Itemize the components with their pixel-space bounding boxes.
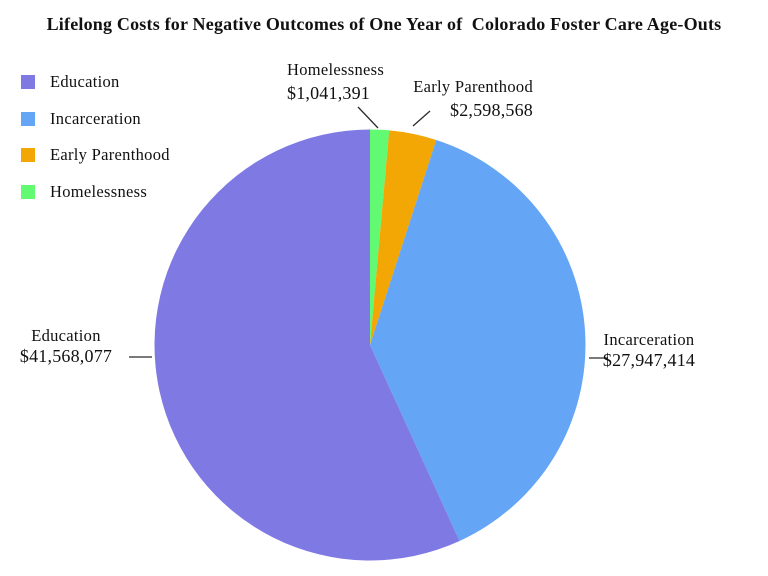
pie-slice-early-parenthood — [370, 130, 437, 345]
legend-swatch-early-parenthood — [21, 148, 35, 162]
legend-label-education: Education — [50, 72, 120, 91]
callout-incarceration: Incarceration $27,947,414 — [598, 330, 700, 370]
callout-homelessness: Homelessness $1,041,391 — [287, 60, 385, 103]
callout-homelessness-label: Homelessness — [287, 60, 385, 79]
legend-item-early-parenthood: Early Parenthood — [21, 145, 170, 164]
legend-swatch-incarceration — [21, 112, 35, 126]
legend-item-education: Education — [21, 72, 120, 91]
callout-early-parenthood-label: Early Parenthood — [413, 77, 533, 96]
callout-early-parenthood-value: $2,598,568 — [450, 100, 533, 120]
callout-education-label: Education — [31, 326, 101, 345]
legend-item-homelessness: Homelessness — [21, 182, 148, 201]
legend-label-homelessness: Homelessness — [50, 182, 148, 201]
chart-title: Lifelong Costs for Negative Outcomes of … — [46, 14, 722, 34]
legend-item-incarceration: Incarceration — [21, 109, 141, 128]
pie-slice-education — [154, 129, 460, 561]
callout-homelessness-value: $1,041,391 — [287, 83, 370, 103]
legend-swatch-homelessness — [21, 185, 35, 199]
callout-incarceration-label: Incarceration — [603, 330, 695, 349]
callout-line-early-parenthood — [412, 110, 431, 127]
legend-swatch-education — [21, 75, 35, 89]
callout-incarceration-value: $27,947,414 — [602, 350, 696, 370]
callout-early-parenthood: Early Parenthood $2,598,568 — [413, 77, 533, 120]
callout-education-value: $41,568,077 — [19, 346, 113, 366]
legend-label-early-parenthood: Early Parenthood — [50, 145, 170, 164]
callout-education: Education $41,568,077 — [8, 326, 124, 366]
pie-slice-incarceration — [370, 139, 586, 542]
callout-line-homelessness — [357, 106, 379, 129]
pie-slice-homelessness — [370, 129, 390, 345]
legend-label-incarceration: Incarceration — [50, 109, 141, 128]
